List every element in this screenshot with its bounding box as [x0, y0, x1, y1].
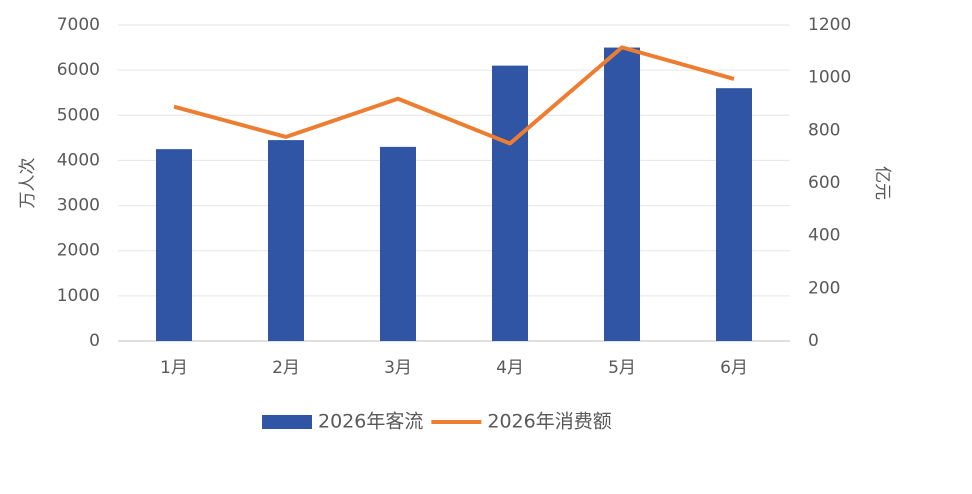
- y2-tick-label: 800: [808, 120, 840, 140]
- legend-label: 2026年客流: [318, 411, 423, 433]
- y2-tick-label: 600: [808, 173, 840, 193]
- y2-tick-label: 1200: [808, 15, 851, 35]
- legend-swatch: [262, 415, 312, 429]
- x-tick-label: 1月: [160, 358, 188, 378]
- x-tick-label: 5月: [608, 358, 636, 378]
- x-tick-label: 3月: [384, 358, 412, 378]
- line: [173, 45, 735, 146]
- y-axis-title: 万人次: [18, 158, 38, 209]
- y-tick-label: 6000: [57, 60, 100, 80]
- y2-tick-label: 400: [808, 226, 840, 246]
- y-tick-label: 4000: [57, 150, 100, 170]
- y-tick-label: 0: [89, 331, 100, 351]
- y2-tick-label: 200: [808, 278, 840, 298]
- bar: [492, 65, 528, 341]
- y-tick-label: 3000: [57, 196, 100, 216]
- x-tick-label: 4月: [496, 358, 524, 378]
- x-tick-label: 6月: [720, 358, 748, 378]
- legend-label: 2026年消费额: [487, 411, 611, 433]
- bar: [268, 140, 304, 341]
- y-tick-label: 1000: [57, 286, 100, 306]
- bar: [716, 88, 752, 341]
- y-tick-label: 5000: [57, 105, 100, 125]
- y2-tick-label: 1000: [808, 68, 851, 88]
- y-tick-label: 2000: [57, 241, 100, 261]
- bar: [380, 146, 416, 341]
- y-tick-label: 7000: [57, 15, 100, 35]
- y2-tick-label: 0: [808, 331, 819, 351]
- x-tick-label: 2月: [272, 358, 300, 378]
- bar: [156, 149, 192, 341]
- bar: [604, 47, 640, 341]
- y2-axis-title: 亿元: [872, 166, 892, 200]
